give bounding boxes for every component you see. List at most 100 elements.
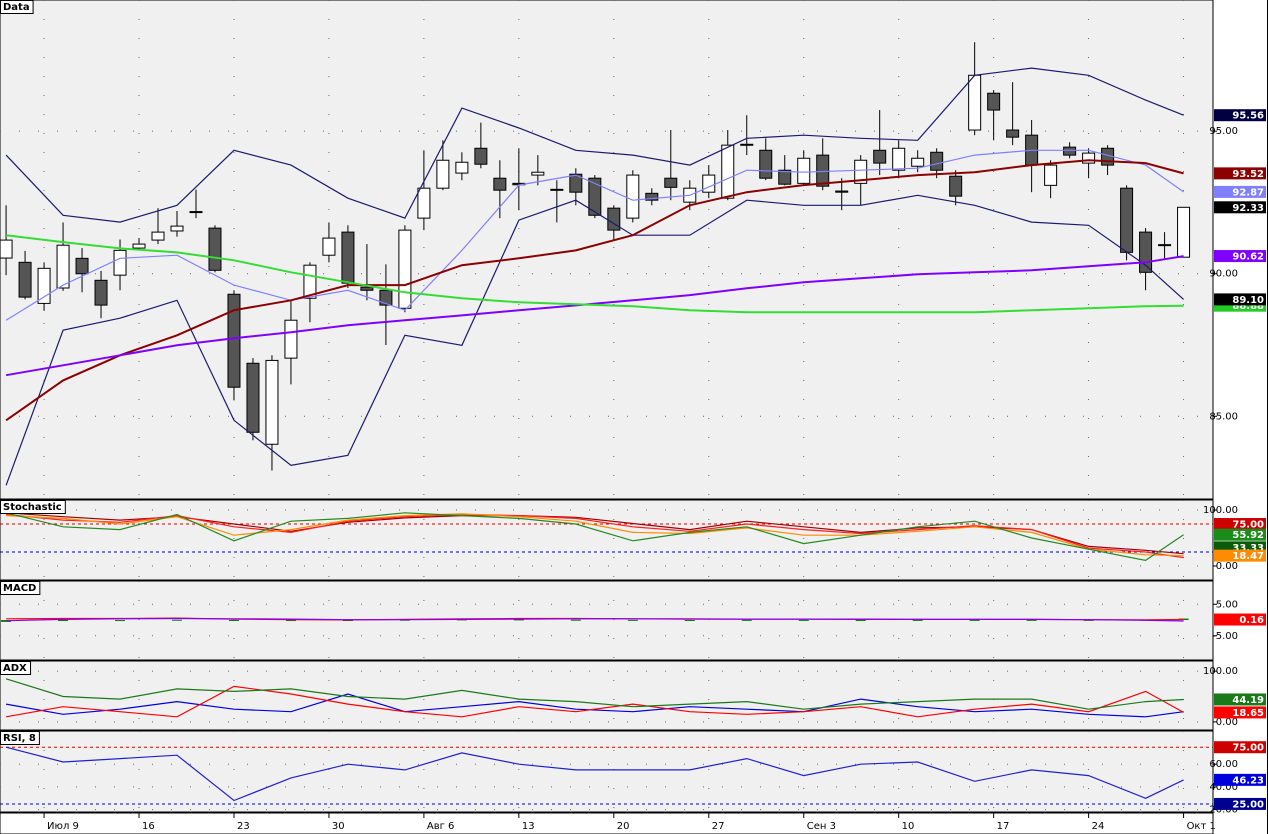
price-tag-label: 44.19 <box>1232 695 1264 706</box>
y-tick-label: 85.00 <box>1209 411 1238 422</box>
price-tag-label: 88.88 <box>1232 301 1264 312</box>
candle-body <box>341 231 355 284</box>
indicator-line <box>5 67 1184 223</box>
price-tag <box>1214 250 1266 263</box>
price-tag-label: 75.00 <box>1232 743 1264 754</box>
histogram-bar <box>1083 619 1094 621</box>
candle-body <box>170 225 184 232</box>
candle-body <box>1063 146 1077 156</box>
histogram-bar <box>627 619 638 621</box>
y-tick-label: 20.00 <box>1209 805 1238 816</box>
indicator-line <box>5 194 1185 486</box>
candle-body <box>949 175 963 197</box>
indicator-line <box>5 746 1184 802</box>
indicator-line <box>5 234 1184 314</box>
price-tag <box>1214 706 1266 719</box>
indicator-line <box>5 685 1184 718</box>
histogram-bar <box>855 620 866 622</box>
candle-body <box>227 293 241 388</box>
y-tick-label: 40.00 <box>1209 782 1238 793</box>
histogram-bar <box>1026 619 1037 621</box>
candle-body <box>778 169 792 185</box>
histogram-bar <box>798 619 809 621</box>
panel-title: RSI, 8 <box>3 733 36 744</box>
candle-body <box>664 177 678 188</box>
histogram-bar <box>684 620 695 622</box>
candle-body <box>360 286 374 291</box>
price-tag-label: 75.00 <box>1232 520 1264 531</box>
candle-body <box>246 362 260 433</box>
price-tag <box>1214 185 1266 198</box>
indicator-line <box>5 149 1184 321</box>
candle-body <box>835 190 849 193</box>
y-tick-label: 0.00 <box>1216 561 1238 572</box>
histogram-bar <box>969 619 980 621</box>
candle-body <box>208 227 222 271</box>
candle-body <box>94 279 108 306</box>
histogram-bar <box>741 619 752 621</box>
price-tag <box>1214 201 1266 214</box>
candle-body <box>436 159 450 189</box>
panel-bg <box>0 0 1214 500</box>
candle-body <box>474 147 488 165</box>
panel-bg <box>0 730 1214 813</box>
y-tick-label: 100.00 <box>1203 505 1238 516</box>
histogram-bar <box>172 619 183 621</box>
candle-body <box>531 171 545 176</box>
candle-body <box>132 243 146 249</box>
panel-title: ADX <box>3 663 27 674</box>
candle-body <box>892 147 906 171</box>
panel <box>0 731 1213 812</box>
candle-body <box>1082 152 1096 164</box>
candle-body <box>797 157 811 184</box>
candle-body <box>189 211 203 214</box>
panel <box>0 500 1213 580</box>
candle-body <box>0 239 13 259</box>
histogram-bar <box>285 620 296 622</box>
histogram-bar <box>115 620 126 622</box>
candle-body <box>1006 129 1020 138</box>
candle-body <box>721 144 735 199</box>
candle-body <box>398 229 412 309</box>
panel-bg <box>0 660 1214 731</box>
panel-title-box <box>0 500 66 514</box>
x-tick-label: 16 <box>142 821 155 832</box>
y-tick-label: 90.00 <box>1209 269 1238 280</box>
candle-body <box>37 267 51 304</box>
panel <box>0 581 1213 660</box>
y-tick-label: 5.00 <box>1216 599 1238 610</box>
candle-body <box>873 149 887 164</box>
candle-body <box>987 92 1001 111</box>
candle-body <box>1158 244 1172 247</box>
candle-body <box>759 149 773 179</box>
candle-body <box>702 174 716 193</box>
panel-title-box <box>0 581 41 595</box>
x-tick-label: 10 <box>902 821 915 832</box>
x-tick-label: 30 <box>332 821 345 832</box>
panel-title: Data <box>3 2 30 13</box>
histogram-bar <box>1 620 12 622</box>
indicator-line <box>6 617 1184 622</box>
candle-body <box>968 74 982 131</box>
price-tag <box>1214 773 1266 786</box>
histogram-bar <box>342 620 353 622</box>
candle-body <box>930 151 944 171</box>
candle-body <box>417 187 431 219</box>
price-tag-label: 89.10 <box>1232 295 1264 306</box>
panel-title: Stochastic <box>3 502 62 513</box>
histogram-bar <box>570 619 581 621</box>
panel-bg <box>0 580 1214 661</box>
price-tag-label: 25.00 <box>1232 799 1264 810</box>
candle-body <box>151 231 165 241</box>
candle-body <box>645 192 659 201</box>
candle-body <box>569 173 583 193</box>
candle-body <box>816 154 830 187</box>
indicator-line <box>5 693 1184 718</box>
x-tick-label: Сен 3 <box>807 821 836 832</box>
histogram-bar <box>912 619 923 621</box>
price-tag <box>1214 109 1266 122</box>
candle-body <box>626 174 640 219</box>
x-tick-label: Авг 6 <box>427 821 455 832</box>
x-tick-label: 13 <box>522 821 535 832</box>
